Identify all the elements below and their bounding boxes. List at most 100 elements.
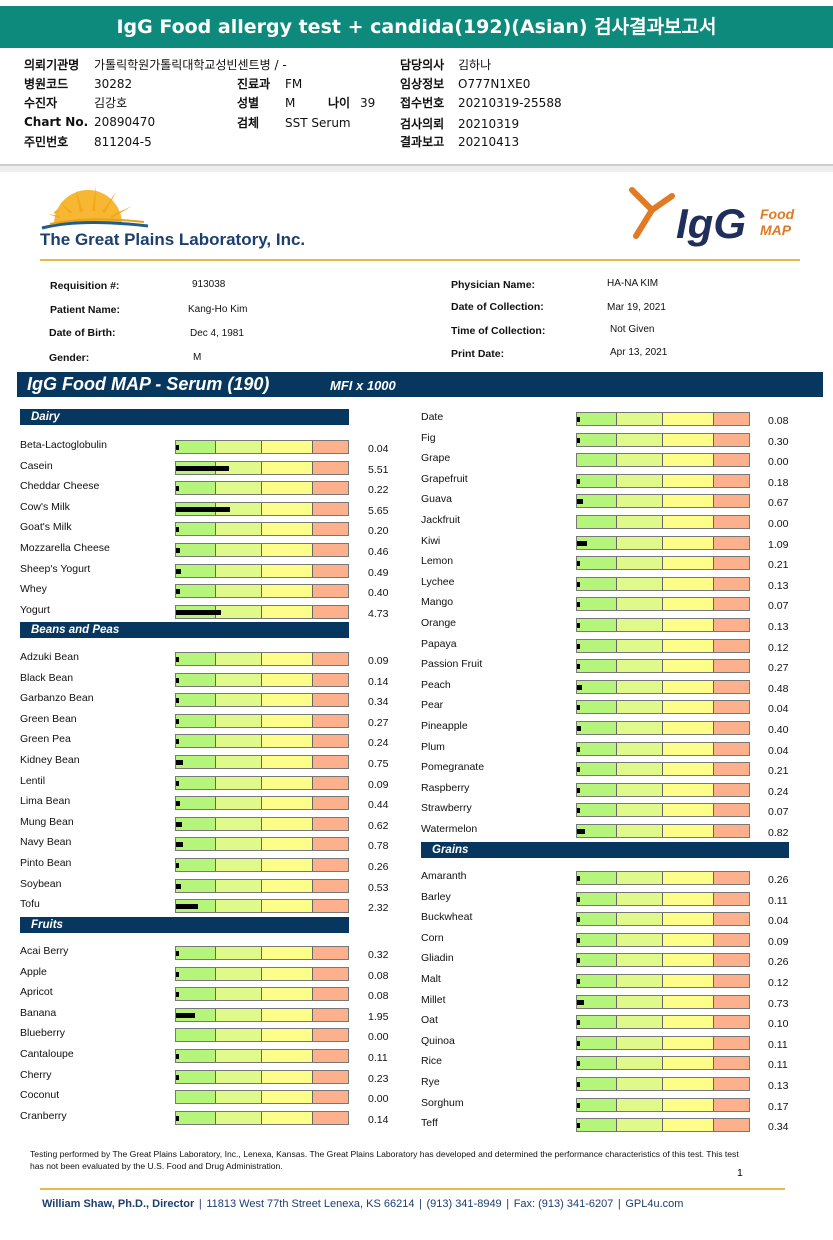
result-bar-fill bbox=[577, 1102, 580, 1108]
result-bar bbox=[576, 453, 750, 468]
bar-divider bbox=[260, 879, 262, 892]
food-name: Mung Bean bbox=[20, 815, 74, 828]
result-bar bbox=[175, 543, 349, 557]
result-bar bbox=[576, 700, 750, 715]
food-value: 0.30 bbox=[768, 435, 789, 448]
result-bar-fill bbox=[577, 417, 580, 422]
result-bar bbox=[576, 891, 750, 906]
bar-divider bbox=[260, 1008, 262, 1021]
food-value: 0.67 bbox=[768, 497, 789, 510]
food-name: Beta-Lactoglobulin bbox=[20, 439, 107, 451]
food-value: 0.00 bbox=[768, 456, 789, 469]
bar-divider bbox=[661, 1057, 663, 1070]
food-name: Mozzarella Cheese bbox=[20, 542, 110, 554]
bar-divider bbox=[312, 988, 314, 1001]
bar-divider bbox=[713, 742, 715, 755]
food-name: Kiwi bbox=[421, 534, 441, 547]
result-bar bbox=[576, 659, 750, 674]
collection-time-value: Not Given bbox=[610, 324, 655, 335]
disclaimer: Testing performed by The Great Plains La… bbox=[30, 1149, 739, 1171]
food-value: 0.78 bbox=[368, 840, 389, 853]
result-bar-fill bbox=[176, 780, 179, 786]
result-bar bbox=[175, 693, 349, 708]
result-bar bbox=[175, 1110, 349, 1125]
result-bar bbox=[576, 782, 750, 797]
bar-divider bbox=[260, 523, 262, 536]
food-value: 2.32 bbox=[368, 902, 389, 915]
food-value: 5.51 bbox=[368, 463, 389, 476]
result-bar-fill bbox=[176, 971, 179, 977]
patient-name-value: Kang-Ho Kim bbox=[188, 304, 248, 315]
result-bar bbox=[175, 440, 349, 454]
result-bar-fill bbox=[176, 821, 182, 827]
result-bar bbox=[175, 837, 349, 852]
food-value: 0.34 bbox=[768, 1121, 789, 1134]
food-value: 0.53 bbox=[368, 881, 389, 894]
result-bar-fill bbox=[176, 657, 179, 662]
result-bar bbox=[175, 604, 349, 619]
bar-divider bbox=[661, 933, 663, 946]
food-value: 5.65 bbox=[368, 504, 389, 517]
result-bar bbox=[576, 556, 750, 571]
result-bar-fill bbox=[577, 437, 580, 443]
result-bar bbox=[576, 994, 750, 1009]
food-value: 0.11 bbox=[368, 1052, 388, 1064]
food-name: Cheddar Cheese bbox=[20, 480, 100, 493]
result-bar-fill bbox=[176, 739, 179, 745]
bar-divider bbox=[312, 879, 314, 892]
bar-divider bbox=[713, 516, 715, 528]
result-bar bbox=[175, 1090, 349, 1105]
result-bar bbox=[175, 987, 349, 1002]
food-value: 0.04 bbox=[768, 744, 789, 757]
bar-divider bbox=[260, 1070, 262, 1083]
result-bar-fill bbox=[577, 561, 580, 567]
result-bar-fill bbox=[176, 465, 229, 471]
result-bar-fill bbox=[176, 801, 181, 807]
result-bar bbox=[576, 494, 750, 509]
food-value: 0.40 bbox=[368, 587, 389, 600]
bar-divider bbox=[312, 797, 314, 810]
chart-no-row: Chart No. 20890470 bbox=[24, 115, 156, 129]
result-bar-fill bbox=[577, 896, 580, 902]
result-bar bbox=[576, 679, 750, 694]
doctor-row: 담당의사 김하나 bbox=[400, 58, 492, 72]
igg-logo: IgG bbox=[676, 200, 746, 247]
bar-divider bbox=[661, 975, 663, 987]
hospital-code-row: 병원코드 30282 bbox=[24, 77, 133, 91]
result-bar bbox=[576, 932, 750, 947]
result-bar bbox=[576, 618, 750, 632]
result-bar-fill bbox=[577, 1082, 580, 1087]
result-bar-fill bbox=[176, 677, 179, 683]
result-bar bbox=[175, 501, 349, 516]
bar-divider bbox=[312, 967, 314, 980]
food-name: Grape bbox=[421, 452, 451, 465]
bar-divider bbox=[713, 660, 715, 673]
bar-divider bbox=[661, 577, 663, 590]
bar-divider bbox=[713, 954, 715, 967]
result-bar-fill bbox=[577, 602, 580, 608]
bar-divider bbox=[713, 892, 715, 905]
result-bar-fill bbox=[176, 992, 179, 998]
result-bar bbox=[576, 871, 750, 885]
result-bar-fill bbox=[176, 609, 222, 615]
food-name: Lychee bbox=[421, 575, 455, 588]
sex-row: 성별 M bbox=[237, 96, 296, 110]
bar-divider bbox=[312, 482, 314, 495]
food-value: 0.44 bbox=[368, 799, 389, 812]
bar-divider bbox=[661, 639, 663, 652]
bar-divider bbox=[713, 413, 715, 425]
result-bar bbox=[576, 803, 750, 818]
requisition-value: 913038 bbox=[192, 279, 226, 290]
food-value: 0.26 bbox=[768, 956, 789, 969]
result-bar bbox=[576, 597, 750, 612]
result-bar bbox=[576, 576, 750, 591]
bar-divider bbox=[661, 783, 663, 796]
food-value: 0.11 bbox=[768, 894, 788, 907]
bar-divider bbox=[661, 1078, 663, 1090]
bar-divider bbox=[312, 714, 314, 727]
result-bar bbox=[576, 1077, 750, 1091]
result-bar bbox=[175, 878, 349, 893]
food-name: Navy Bean bbox=[20, 836, 72, 849]
food-name: Date bbox=[421, 411, 444, 423]
food-value: 0.08 bbox=[368, 990, 389, 1003]
